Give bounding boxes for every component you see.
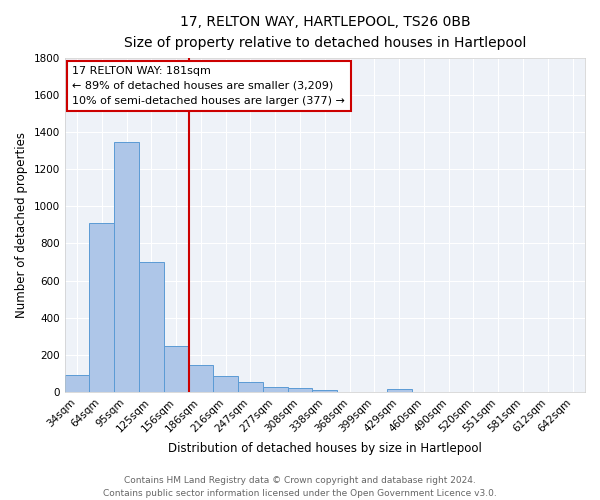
Y-axis label: Number of detached properties: Number of detached properties xyxy=(15,132,28,318)
Bar xyxy=(114,142,139,392)
Bar xyxy=(139,262,164,392)
Bar xyxy=(65,375,89,392)
Bar xyxy=(387,389,412,392)
Bar xyxy=(313,390,337,392)
Title: 17, RELTON WAY, HARTLEPOOL, TS26 0BB
Size of property relative to detached house: 17, RELTON WAY, HARTLEPOOL, TS26 0BB Siz… xyxy=(124,15,526,50)
Bar xyxy=(263,388,287,392)
Text: 17 RELTON WAY: 181sqm
← 89% of detached houses are smaller (3,209)
10% of semi-d: 17 RELTON WAY: 181sqm ← 89% of detached … xyxy=(73,66,346,106)
Bar xyxy=(238,382,263,392)
Text: Contains HM Land Registry data © Crown copyright and database right 2024.
Contai: Contains HM Land Registry data © Crown c… xyxy=(103,476,497,498)
Bar xyxy=(164,346,188,392)
Bar xyxy=(188,365,214,392)
Bar xyxy=(214,376,238,392)
Bar xyxy=(287,388,313,392)
X-axis label: Distribution of detached houses by size in Hartlepool: Distribution of detached houses by size … xyxy=(168,442,482,455)
Bar xyxy=(89,223,114,392)
